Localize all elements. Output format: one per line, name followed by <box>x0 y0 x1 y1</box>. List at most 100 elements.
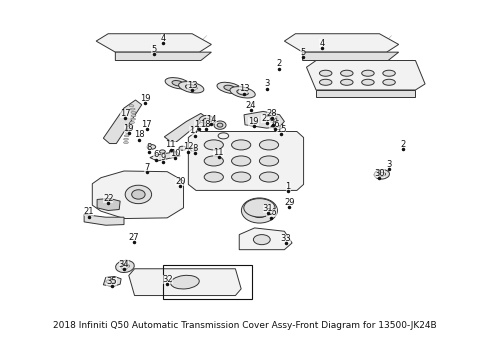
Ellipse shape <box>170 150 174 153</box>
Ellipse shape <box>204 140 223 150</box>
Ellipse shape <box>132 190 145 199</box>
Text: 34: 34 <box>119 260 129 269</box>
Text: 2: 2 <box>276 59 281 68</box>
Ellipse shape <box>378 172 386 176</box>
Ellipse shape <box>249 203 270 217</box>
Ellipse shape <box>237 90 248 95</box>
Ellipse shape <box>214 121 226 129</box>
Text: 20: 20 <box>175 177 185 186</box>
Ellipse shape <box>232 140 251 150</box>
Text: 10: 10 <box>170 149 181 158</box>
Text: 33: 33 <box>280 234 291 243</box>
Polygon shape <box>239 228 292 250</box>
Text: 19: 19 <box>140 94 150 103</box>
Ellipse shape <box>203 118 210 123</box>
Text: 19: 19 <box>123 123 134 132</box>
Text: 31: 31 <box>263 204 273 213</box>
Ellipse shape <box>125 131 130 134</box>
Polygon shape <box>284 34 399 52</box>
Text: 2: 2 <box>401 140 406 149</box>
Ellipse shape <box>130 121 135 123</box>
Ellipse shape <box>116 260 134 273</box>
Ellipse shape <box>121 264 129 269</box>
Ellipse shape <box>319 70 332 76</box>
Text: 22: 22 <box>103 194 113 203</box>
Ellipse shape <box>185 85 197 90</box>
Ellipse shape <box>244 199 275 217</box>
Ellipse shape <box>204 172 223 182</box>
Ellipse shape <box>129 105 134 107</box>
Polygon shape <box>103 276 121 287</box>
Text: 14: 14 <box>268 116 278 125</box>
Text: 27: 27 <box>128 233 139 242</box>
Text: 7: 7 <box>144 163 149 172</box>
Ellipse shape <box>259 172 279 182</box>
Text: 30: 30 <box>374 169 385 178</box>
Text: 14: 14 <box>206 114 217 123</box>
Ellipse shape <box>130 108 135 110</box>
Text: 17: 17 <box>189 126 200 135</box>
Polygon shape <box>164 113 207 141</box>
Text: 19: 19 <box>248 117 259 126</box>
Polygon shape <box>188 131 304 190</box>
Ellipse shape <box>272 122 283 130</box>
Ellipse shape <box>204 156 223 166</box>
Text: 21: 21 <box>84 207 94 216</box>
Text: 17: 17 <box>141 120 152 129</box>
Text: 2018 Infiniti Q50 Automatic Transmission Cover Assy-Front Diagram for 13500-JK24: 2018 Infiniti Q50 Automatic Transmission… <box>53 321 437 330</box>
Text: 13: 13 <box>187 81 197 90</box>
Ellipse shape <box>259 114 274 124</box>
Ellipse shape <box>178 82 204 93</box>
Ellipse shape <box>127 128 132 130</box>
Ellipse shape <box>160 150 165 153</box>
Ellipse shape <box>106 279 115 283</box>
Polygon shape <box>92 171 184 219</box>
Text: 3: 3 <box>264 80 270 89</box>
Ellipse shape <box>242 198 277 223</box>
Ellipse shape <box>362 70 374 76</box>
Ellipse shape <box>374 170 390 179</box>
Text: 15: 15 <box>194 120 205 129</box>
Text: 1: 1 <box>286 181 291 190</box>
Ellipse shape <box>232 156 251 166</box>
Ellipse shape <box>124 135 129 137</box>
Ellipse shape <box>263 117 270 121</box>
Text: 3: 3 <box>387 160 392 169</box>
Ellipse shape <box>128 125 133 127</box>
Ellipse shape <box>253 235 270 245</box>
Bar <box>163 265 252 299</box>
Ellipse shape <box>255 207 264 214</box>
Text: 25: 25 <box>261 114 272 123</box>
Text: 29: 29 <box>284 198 294 207</box>
Text: 17: 17 <box>120 109 130 118</box>
Ellipse shape <box>123 141 128 144</box>
Text: 24: 24 <box>245 101 256 110</box>
Ellipse shape <box>341 70 353 76</box>
Polygon shape <box>244 111 284 128</box>
Polygon shape <box>129 269 241 296</box>
Ellipse shape <box>232 172 251 182</box>
Ellipse shape <box>259 140 279 150</box>
Ellipse shape <box>383 70 395 76</box>
Text: 9: 9 <box>161 153 166 162</box>
Text: 18: 18 <box>134 130 145 139</box>
Text: 12: 12 <box>183 143 194 152</box>
Text: 5: 5 <box>300 48 305 57</box>
Text: 4: 4 <box>161 33 166 42</box>
Ellipse shape <box>319 79 332 85</box>
Ellipse shape <box>179 146 186 150</box>
Ellipse shape <box>125 185 151 204</box>
Ellipse shape <box>199 116 214 126</box>
Ellipse shape <box>383 79 395 85</box>
Ellipse shape <box>259 156 279 166</box>
Ellipse shape <box>131 118 136 120</box>
Text: 35: 35 <box>106 277 117 286</box>
Ellipse shape <box>190 148 196 151</box>
Polygon shape <box>303 52 399 60</box>
Ellipse shape <box>123 138 128 140</box>
Ellipse shape <box>171 275 199 289</box>
Polygon shape <box>150 152 180 161</box>
Text: 4: 4 <box>319 39 324 48</box>
Ellipse shape <box>172 81 184 86</box>
Text: 5: 5 <box>151 45 156 54</box>
